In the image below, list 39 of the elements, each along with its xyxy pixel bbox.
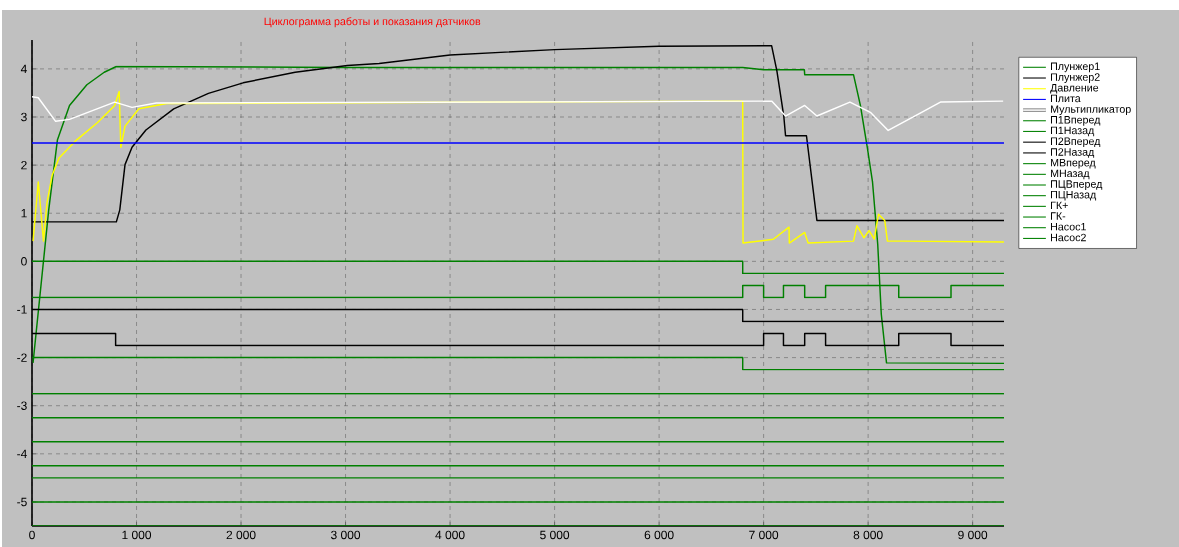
x-tick-label: 4 000: [435, 530, 465, 540]
legend-label: Плунжер1: [1051, 62, 1100, 73]
y-tick-label: 0: [21, 257, 27, 266]
legend-label: Давление: [1050, 84, 1099, 94]
legend-label: ГК+: [1051, 201, 1068, 210]
y-tick-label: -4: [17, 449, 27, 458]
legend-label: Насос1: [1051, 223, 1086, 231]
x-tick-label: 8 000: [853, 530, 883, 540]
legend-label: МВперед: [1051, 158, 1096, 169]
x-tick-label: 9 000: [958, 530, 988, 540]
legend-label: ГК-: [1051, 212, 1066, 220]
legend-label: Насос2: [1051, 233, 1086, 242]
chart-title: Циклограмма работы и показания датчиков: [264, 17, 481, 28]
legend-label: ПЦВперед: [1051, 180, 1103, 190]
x-tick-label: 1 000: [122, 530, 152, 540]
y-tick-label: 2: [21, 160, 27, 170]
y-tick-label: 3: [21, 112, 27, 122]
legend-label: Плунжер2: [1051, 73, 1100, 83]
x-tick-label: 3 000: [330, 530, 361, 540]
y-tick-label: 1: [21, 209, 27, 218]
x-tick-label: 7 000: [749, 530, 779, 540]
y-tick-label: -2: [17, 353, 27, 362]
legend-label: П1Вперед: [1051, 116, 1101, 126]
x-tick-label: 6 000: [644, 530, 674, 540]
x-tick-label: 5 000: [540, 530, 570, 540]
legend-label: ПЦНазад: [1051, 191, 1097, 201]
x-tick-label: 0: [29, 530, 35, 540]
y-tick-label: -1: [17, 305, 27, 314]
x-tick-label: 2 000: [226, 530, 256, 540]
y-tick-label: -5: [17, 497, 27, 507]
legend-label: П2Вперед: [1051, 137, 1101, 148]
legend-label: Плита: [1051, 94, 1081, 103]
legend-label: П2Назад: [1051, 148, 1095, 158]
legend-label: П1Назад: [1051, 126, 1095, 137]
legend-label: МНазад: [1051, 169, 1090, 180]
y-tick-label: -3: [17, 401, 27, 410]
line-series: [32, 96, 1004, 132]
legend-label: Мультипликатор: [1051, 105, 1131, 115]
y-tick-label: 4: [20, 64, 27, 73]
